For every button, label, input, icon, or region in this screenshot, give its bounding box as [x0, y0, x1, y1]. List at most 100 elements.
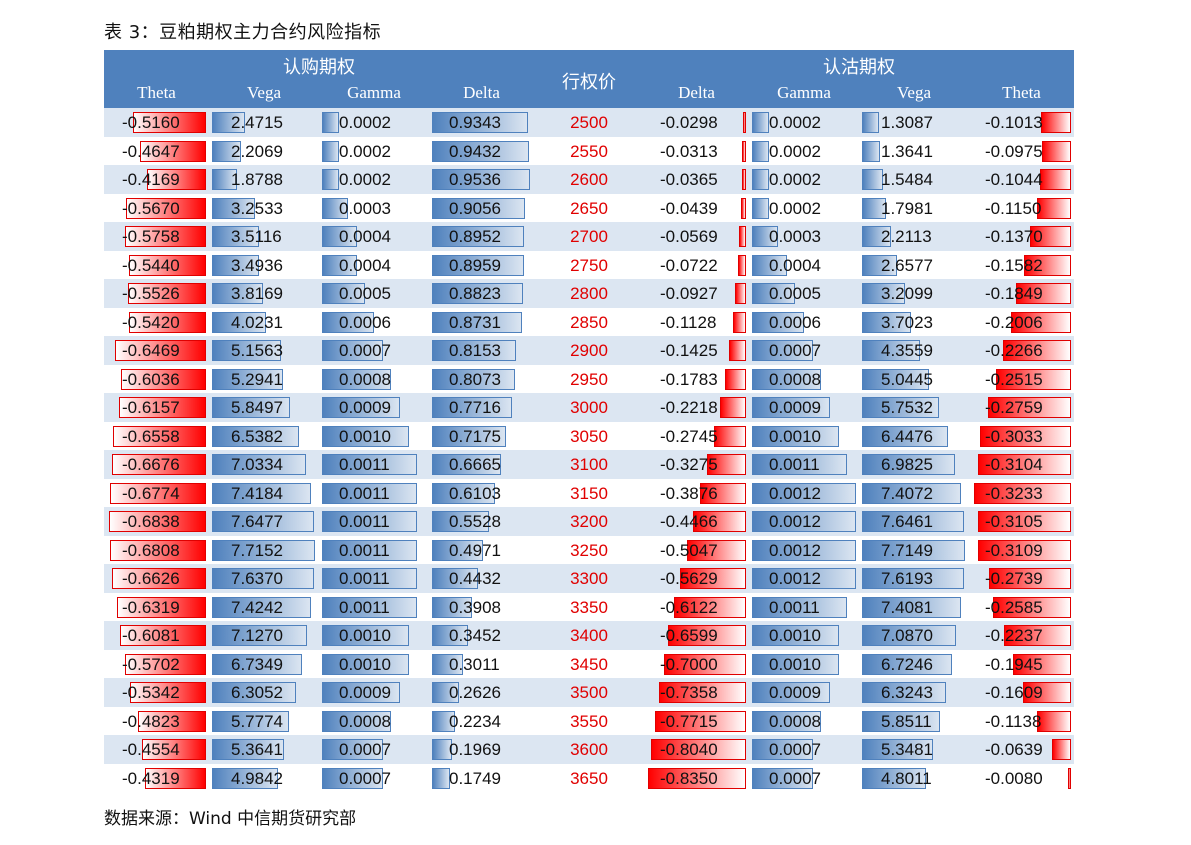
cell-value: -0.5160 — [122, 113, 180, 132]
cell-put-vega: 7.6461 — [859, 507, 969, 536]
data-bar — [651, 739, 746, 760]
cell-call-delta: 0.8153 — [429, 336, 534, 365]
cell-put-theta: -0.3104 — [969, 450, 1074, 479]
cell-call-delta: 0.2626 — [429, 678, 534, 707]
data-bar — [655, 710, 746, 732]
cell-put-delta: -0.3876 — [644, 479, 749, 508]
data-bar — [752, 140, 770, 162]
data-bar — [1039, 169, 1071, 190]
strike-value: 2600 — [570, 170, 608, 189]
data-bar — [862, 340, 921, 361]
cell-value: 0.2626 — [449, 683, 501, 702]
cell-call-delta: 0.1749 — [429, 764, 534, 793]
data-bar — [322, 397, 400, 418]
cell-strike: 3000 — [534, 393, 644, 422]
table-row: -0.6558 6.5382 0.0010 0.7175 3050 -0.2745 0.00… — [104, 422, 1074, 451]
cell-put-delta: -0.0313 — [644, 137, 749, 166]
cell-value: -0.3275 — [660, 455, 718, 474]
cell-value: 0.0011 — [769, 597, 820, 617]
cell-put-delta: -0.1783 — [644, 365, 749, 394]
cell-strike: 3450 — [534, 650, 644, 679]
data-bar — [125, 197, 206, 219]
cell-value: -0.6676 — [122, 455, 180, 474]
cell-value: -0.1945 — [985, 654, 1043, 674]
cell-put-vega: 5.8511 — [859, 707, 969, 736]
cell-call-theta: -0.5758 — [104, 222, 209, 251]
data-bar — [740, 197, 746, 219]
cell-strike: 2650 — [534, 194, 644, 223]
cell-value: 0.7716 — [449, 398, 501, 417]
cell-value: 3.2099 — [881, 284, 933, 303]
cell-call-gamma: 0.0005 — [319, 279, 429, 308]
data-bar — [212, 596, 311, 618]
cell-put-delta: -0.1425 — [644, 336, 749, 365]
cell-call-theta: -0.6774 — [104, 479, 209, 508]
data-bar — [432, 397, 512, 418]
data-bar — [322, 197, 348, 219]
cell-put-theta: -0.2237 — [969, 621, 1074, 650]
col-put-delta: Delta — [678, 83, 715, 102]
data-bar — [432, 112, 529, 133]
cell-value: -0.0639 — [985, 740, 1043, 759]
data-bar — [109, 539, 206, 561]
data-bar — [752, 739, 813, 760]
data-bar — [752, 625, 839, 646]
cell-value: -0.6157 — [122, 398, 180, 417]
data-bar — [862, 767, 926, 789]
cell-put-gamma: 0.0005 — [749, 279, 859, 308]
data-bar — [862, 397, 939, 418]
data-bar — [862, 511, 964, 532]
cell-put-vega: 3.7023 — [859, 308, 969, 337]
cell-strike: 3600 — [534, 735, 644, 764]
data-bar — [1023, 254, 1071, 276]
cell-value: -0.6469 — [122, 341, 180, 360]
data-bar — [1068, 767, 1071, 789]
cell-call-vega: 1.8788 — [209, 165, 319, 194]
cell-value: 0.2234 — [449, 711, 501, 731]
cell-strike: 3350 — [534, 593, 644, 622]
data-bar — [742, 140, 746, 162]
cell-value: 0.0004 — [769, 255, 821, 275]
data-bar — [742, 112, 746, 133]
cell-call-vega: 7.4242 — [209, 593, 319, 622]
cell-put-vega: 2.2113 — [859, 222, 969, 251]
cell-put-vega: 1.3641 — [859, 137, 969, 166]
data-bar — [118, 397, 206, 418]
cell-call-vega: 4.0231 — [209, 308, 319, 337]
cell-value: 1.3087 — [881, 113, 933, 132]
cell-value: 3.8169 — [231, 284, 283, 303]
data-bar — [140, 140, 206, 162]
cell-value: -0.2266 — [985, 341, 1043, 360]
cell-value: 5.3481 — [881, 740, 933, 759]
cell-strike: 2800 — [534, 279, 644, 308]
data-bar — [212, 682, 297, 703]
data-bar — [212, 397, 290, 418]
data-bar — [862, 454, 956, 475]
strike-value: 3050 — [570, 426, 608, 446]
cell-value: 4.8011 — [881, 768, 932, 788]
cell-value: 7.7149 — [881, 540, 933, 560]
table-row: -0.5160 2.4715 0.0002 0.9343 2500 -0.0298 0.00… — [104, 108, 1074, 137]
data-bar — [700, 482, 746, 504]
table-row: -0.6036 5.2941 0.0008 0.8073 2950 -0.1783 0.00… — [104, 365, 1074, 394]
cell-value: 0.6665 — [449, 455, 501, 474]
cell-call-theta: -0.6319 — [104, 593, 209, 622]
cell-call-delta: 0.3452 — [429, 621, 534, 650]
data-bar — [862, 539, 965, 561]
table-row: -0.4169 1.8788 0.0002 0.9536 2600 -0.0365 0.00… — [104, 165, 1074, 194]
strike-header: 行权价 — [562, 72, 616, 93]
cell-value: 7.0870 — [881, 626, 933, 645]
cell-put-vega: 6.4476 — [859, 422, 969, 451]
data-bar — [707, 454, 746, 475]
col-put-gamma: Gamma — [777, 83, 831, 102]
cell-strike: 3650 — [534, 764, 644, 793]
cell-value: 6.7349 — [231, 654, 283, 674]
data-bar — [322, 283, 366, 304]
cell-value: -0.0927 — [660, 284, 718, 303]
cell-strike: 2500 — [534, 108, 644, 137]
cell-call-delta: 0.1969 — [429, 735, 534, 764]
cell-put-gamma: 0.0010 — [749, 650, 859, 679]
data-bar — [1003, 340, 1071, 361]
cell-put-theta: -0.2759 — [969, 393, 1074, 422]
cell-value: 0.0010 — [769, 426, 821, 446]
